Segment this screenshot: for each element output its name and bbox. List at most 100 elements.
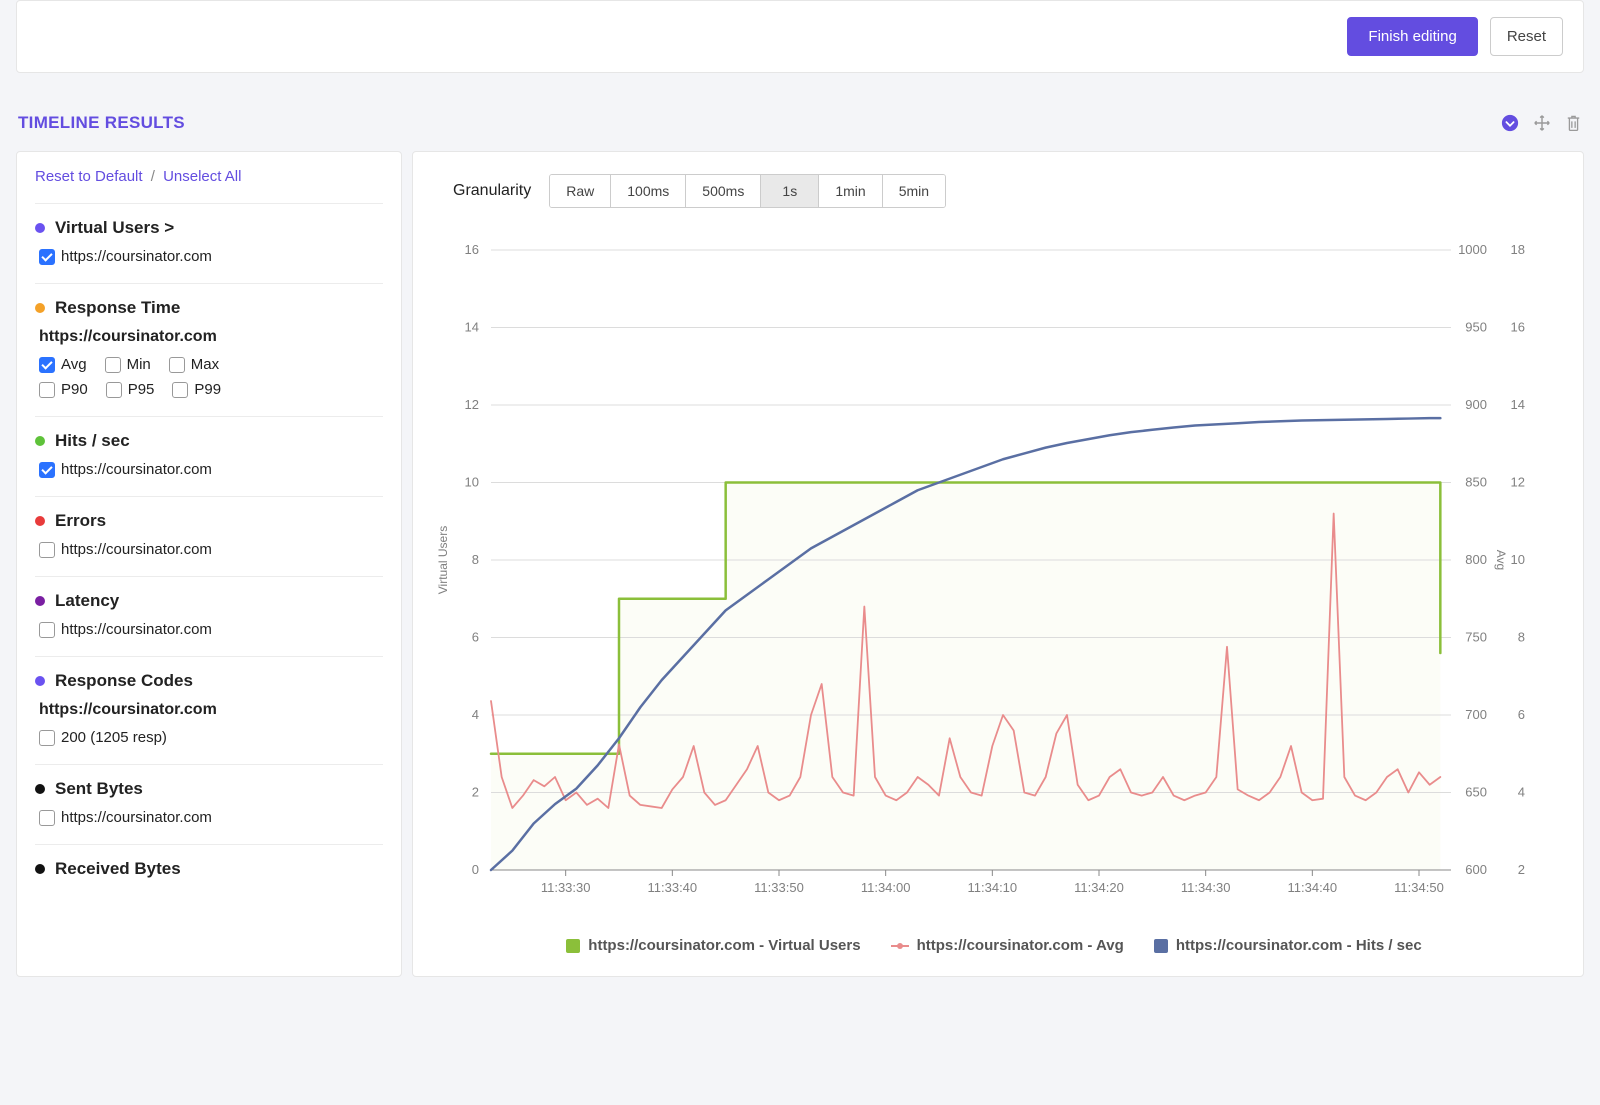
- granularity-row: Granularity Raw100ms500ms1s1min5min: [453, 174, 1563, 208]
- reset-button[interactable]: Reset: [1490, 17, 1563, 56]
- svg-text:11:34:30: 11:34:30: [1181, 880, 1231, 895]
- check-item[interactable]: Max: [169, 356, 219, 373]
- check-label: https://coursinator.com: [61, 621, 212, 638]
- svg-text:14: 14: [1511, 397, 1525, 412]
- svg-text:6: 6: [1518, 707, 1525, 722]
- svg-text:16: 16: [465, 242, 479, 257]
- granularity-label: Granularity: [453, 182, 531, 200]
- check-label: Max: [191, 356, 219, 373]
- checkbox[interactable]: [39, 249, 55, 265]
- svg-text:4: 4: [472, 707, 479, 722]
- legend-swatch: [1154, 939, 1168, 953]
- check-item[interactable]: P90: [39, 381, 88, 398]
- metric-label: Received Bytes: [55, 859, 181, 879]
- legend-label: https://coursinator.com - Virtual Users: [588, 937, 860, 954]
- trash-icon[interactable]: [1565, 114, 1582, 132]
- check-item[interactable]: https://coursinator.com: [39, 461, 212, 478]
- rt-row1: Avg Min Max: [35, 356, 383, 373]
- check-label: https://coursinator.com: [61, 541, 212, 558]
- check-item[interactable]: https://coursinator.com: [39, 541, 212, 558]
- legend-label: https://coursinator.com - Hits / sec: [1176, 937, 1422, 954]
- checkbox[interactable]: [106, 382, 122, 398]
- metric-head[interactable]: Sent Bytes: [35, 779, 383, 799]
- checkbox[interactable]: [169, 357, 185, 373]
- check-item[interactable]: Min: [105, 356, 151, 373]
- granularity-option[interactable]: 500ms: [686, 175, 761, 207]
- metric-label: Latency: [55, 591, 119, 611]
- metric-head[interactable]: Latency: [35, 591, 383, 611]
- legend-label: https://coursinator.com - Avg: [917, 937, 1124, 954]
- check-item[interactable]: 200 (1205 resp): [39, 729, 167, 746]
- move-icon[interactable]: [1533, 114, 1551, 132]
- check-label: https://coursinator.com: [61, 248, 212, 265]
- dot-icon: [35, 864, 45, 874]
- granularity-option[interactable]: 1min: [819, 175, 882, 207]
- metric-label: Errors: [55, 511, 106, 531]
- svg-text:900: 900: [1465, 397, 1487, 412]
- reset-to-default-link[interactable]: Reset to Default: [35, 168, 143, 185]
- dot-icon: [35, 223, 45, 233]
- granularity-option[interactable]: 1s: [761, 175, 819, 207]
- checkbox[interactable]: [39, 810, 55, 826]
- check-item[interactable]: P95: [106, 381, 155, 398]
- svg-text:950: 950: [1465, 320, 1487, 335]
- check-label: P95: [128, 381, 155, 398]
- chart-legend: https://coursinator.com - Virtual Users h…: [425, 937, 1563, 954]
- metric-head[interactable]: Received Bytes: [35, 859, 383, 879]
- checkbox[interactable]: [39, 542, 55, 558]
- check-item[interactable]: https://coursinator.com: [39, 248, 212, 265]
- metric-group-response-time: Response Time https://coursinator.com Av…: [35, 283, 383, 416]
- check-item[interactable]: P99: [172, 381, 221, 398]
- check-label: https://coursinator.com: [61, 461, 212, 478]
- section-title: TIMELINE RESULTS: [18, 113, 185, 133]
- svg-text:6: 6: [472, 630, 479, 645]
- chart-card: Granularity Raw100ms500ms1s1min5min 0246…: [412, 151, 1584, 977]
- granularity-option[interactable]: Raw: [550, 175, 611, 207]
- rt-row2: P90 P95 P99: [35, 381, 383, 398]
- metric-head[interactable]: Response Codes: [35, 671, 383, 691]
- svg-text:8: 8: [1518, 630, 1525, 645]
- granularity-option[interactable]: 5min: [883, 175, 945, 207]
- checkbox[interactable]: [39, 357, 55, 373]
- svg-text:11:34:40: 11:34:40: [1288, 880, 1338, 895]
- metric-head[interactable]: Hits / sec: [35, 431, 383, 451]
- checkbox[interactable]: [39, 382, 55, 398]
- checkbox[interactable]: [39, 622, 55, 638]
- metric-head[interactable]: Response Time: [35, 298, 383, 318]
- granularity-option[interactable]: 100ms: [611, 175, 686, 207]
- legend-item[interactable]: https://coursinator.com - Hits / sec: [1154, 937, 1422, 954]
- check-item[interactable]: Avg: [39, 356, 87, 373]
- svg-text:11:33:40: 11:33:40: [648, 880, 698, 895]
- top-bar: Finish editing Reset: [16, 0, 1584, 73]
- svg-text:850: 850: [1465, 475, 1487, 490]
- svg-text:1000: 1000: [1458, 242, 1487, 257]
- metric-group-virtual-users: Virtual Users > https://coursinator.com: [35, 203, 383, 283]
- metric-label: Hits / sec: [55, 431, 130, 451]
- legend-item[interactable]: https://coursinator.com - Avg: [891, 937, 1124, 954]
- check-label: https://coursinator.com: [61, 809, 212, 826]
- section-actions: [1501, 114, 1582, 132]
- collapse-icon[interactable]: [1501, 114, 1519, 132]
- checkbox[interactable]: [39, 462, 55, 478]
- dot-icon: [35, 516, 45, 526]
- metrics-sidebar: Reset to Default / Unselect All Virtual …: [16, 151, 402, 977]
- metric-head[interactable]: Virtual Users >: [35, 218, 383, 238]
- finish-editing-button[interactable]: Finish editing: [1347, 17, 1477, 56]
- metric-head[interactable]: Errors: [35, 511, 383, 531]
- svg-text:11:34:10: 11:34:10: [968, 880, 1018, 895]
- svg-text:11:33:50: 11:33:50: [754, 880, 804, 895]
- unselect-all-link[interactable]: Unselect All: [163, 168, 241, 185]
- checkbox[interactable]: [172, 382, 188, 398]
- sub-label: https://coursinator.com: [39, 701, 383, 719]
- svg-text:Virtual Users: Virtual Users: [436, 526, 450, 594]
- svg-text:16: 16: [1511, 320, 1525, 335]
- checkbox[interactable]: [105, 357, 121, 373]
- dot-icon: [35, 596, 45, 606]
- legend-swatch: [891, 945, 909, 947]
- metric-label: Response Time: [55, 298, 180, 318]
- checkbox[interactable]: [39, 730, 55, 746]
- check-item[interactable]: https://coursinator.com: [39, 809, 212, 826]
- check-item[interactable]: https://coursinator.com: [39, 621, 212, 638]
- legend-item[interactable]: https://coursinator.com - Virtual Users: [566, 937, 860, 954]
- svg-text:2: 2: [1518, 862, 1525, 877]
